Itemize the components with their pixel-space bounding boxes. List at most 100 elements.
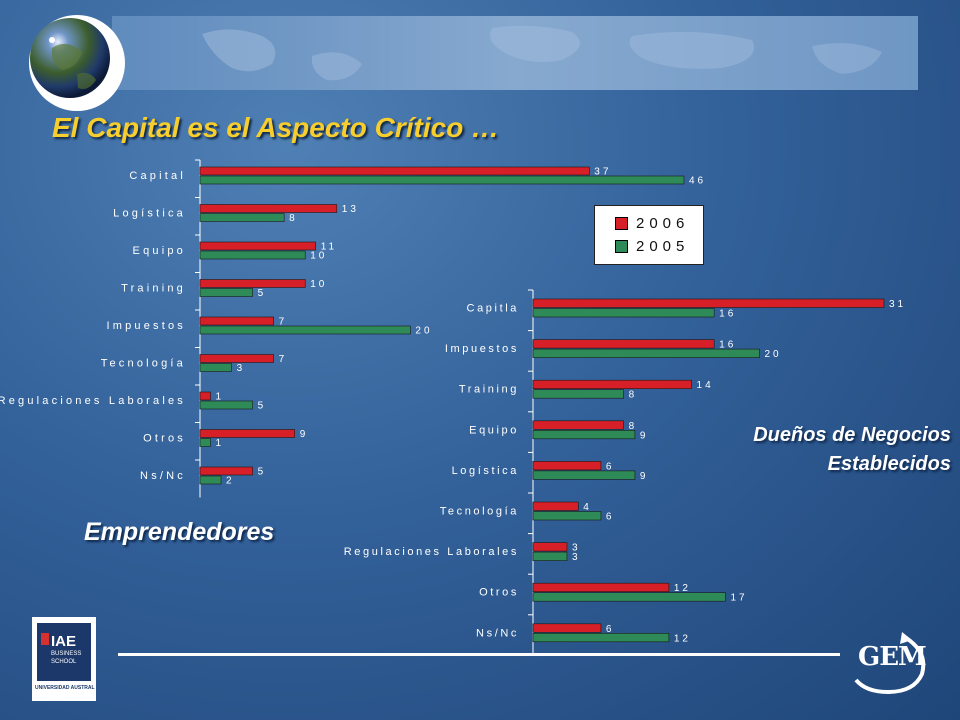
value-label-2006-otros: 12 — [674, 583, 691, 594]
category-label-impuestos: Impuestos — [106, 320, 186, 332]
bar-2006-impuestos — [199, 316, 274, 326]
legend-swatch-2006 — [615, 216, 628, 230]
category-label-ns-nc: Ns/Nc — [140, 470, 186, 482]
legend-label-2005: 2005 — [636, 237, 690, 255]
value-label-2005-ns-nc: 2 — [226, 476, 235, 487]
gem-arc-icon — [854, 632, 926, 694]
value-label-2006-training: 14 — [697, 380, 714, 391]
value-label-2006-impuestos: 16 — [719, 340, 736, 351]
category-label-otros: Otros — [479, 587, 519, 599]
iae-logo-panel: IAE BUSINESS SCHOOL — [37, 623, 91, 681]
bar-2005-training — [199, 288, 253, 297]
value-label-2006-logistica: 13 — [342, 204, 359, 215]
bar-2006-capitla — [532, 298, 885, 308]
category-label-training: Training — [459, 384, 519, 396]
value-label-2005-training: 5 — [258, 288, 267, 299]
bar-2006-equipo — [532, 420, 624, 430]
category-label-logistica: Logística — [113, 208, 186, 220]
value-label-2006-equipo: 11 — [321, 242, 337, 253]
value-label-2005-regulaciones-laborales: 5 — [258, 401, 267, 412]
bar-2006-capital — [199, 166, 590, 176]
bar-2006-tecnologia — [532, 501, 579, 511]
bar-2005-ns-nc — [199, 475, 222, 485]
value-label-2006-equipo: 8 — [629, 421, 638, 432]
world-map-banner — [112, 16, 918, 90]
logo-name: IAE — [51, 633, 77, 650]
bar-2006-equipo — [199, 241, 317, 251]
value-label-2006-regulaciones-laborales: 1 — [216, 392, 225, 403]
bar-2005-logistica — [532, 470, 636, 480]
legend-item-2006: 2006 — [615, 213, 689, 233]
value-label-2006-capitla: 31 — [889, 299, 906, 310]
category-label-equipo: Equipo — [469, 424, 519, 436]
gem-wordmark: GEM — [858, 642, 927, 672]
world-map-icon — [202, 25, 882, 81]
bar-2005-impuestos — [532, 348, 760, 358]
chart-legend: 2006 2005 — [594, 205, 704, 265]
value-label-2005-tecnologia: 6 — [606, 512, 615, 523]
value-label-2005-otros: 1 — [216, 438, 225, 449]
value-label-2005-otros: 17 — [730, 593, 747, 604]
bar-2005-ns-nc — [532, 632, 670, 643]
bar-2006-tecnologia — [199, 354, 274, 363]
value-label-2005-ns-nc: 12 — [674, 633, 691, 644]
category-label-capitla: Capitla — [467, 303, 519, 315]
logo-university: UNIVERSIDAD AUSTRAL — [35, 685, 95, 691]
category-label-ns-nc: Ns/Nc — [476, 627, 519, 639]
bar-2005-impuestos — [199, 325, 411, 335]
value-label-2006-ns-nc: 5 — [258, 467, 267, 478]
value-label-2005-capital: 46 — [689, 176, 706, 187]
bar-2005-capital — [199, 175, 685, 185]
value-label-2005-tecnologia: 3 — [237, 363, 246, 374]
value-label-2005-impuestos: 20 — [415, 326, 432, 337]
value-label-2006-training: 10 — [310, 279, 327, 290]
logo-line2: SCHOOL — [51, 659, 77, 665]
bar-2005-training — [532, 389, 624, 399]
bar-2005-regulaciones-laborales — [199, 400, 253, 410]
value-label-2006-logistica: 6 — [606, 461, 615, 472]
category-label-regulaciones-laborales: Regulaciones Laborales — [344, 546, 519, 558]
gem-logo: GEM — [846, 630, 930, 694]
label-duenos-line2: Establecidos — [827, 453, 951, 475]
category-label-logistica: Logística — [452, 465, 519, 477]
category-label-regulaciones-laborales: Regulaciones Laborales — [0, 395, 186, 407]
bar-2005-otros — [199, 438, 211, 447]
category-label-training: Training — [121, 283, 186, 295]
bar-2006-logistica — [532, 461, 602, 471]
bar-2006-impuestos — [532, 339, 715, 349]
category-label-tecnologia: Tecnología — [440, 506, 519, 518]
value-label-2005-training: 8 — [629, 390, 638, 401]
value-label-2006-tecnologia: 7 — [279, 354, 288, 365]
footer-divider — [118, 653, 840, 656]
value-label-2005-equipo: 10 — [310, 251, 327, 262]
bar-2005-otros — [532, 592, 726, 602]
value-label-2005-impuestos: 20 — [764, 349, 781, 360]
value-label-2005-logistica: 9 — [640, 471, 649, 482]
bar-2006-regulaciones-laborales — [199, 391, 211, 401]
bar-2006-training — [532, 379, 692, 390]
bar-2005-tecnologia — [532, 511, 602, 521]
iae-logo: IAE BUSINESS SCHOOL UNIVERSIDAD AUSTRAL — [32, 617, 96, 701]
legend-item-2005: 2005 — [615, 236, 689, 256]
legend-label-2006: 2006 — [636, 214, 690, 232]
value-label-2005-logistica: 8 — [289, 213, 298, 224]
bar-2005-equipo — [532, 429, 636, 440]
value-label-2006-impuestos: 7 — [279, 317, 288, 328]
bar-2006-ns-nc — [532, 623, 602, 633]
legend-swatch-2005 — [615, 239, 628, 253]
value-label-2005-capitla: 16 — [719, 309, 736, 320]
bar-2006-training — [199, 279, 306, 288]
value-label-2006-tecnologia: 4 — [583, 502, 592, 513]
label-emprendedores: Emprendedores — [84, 518, 275, 546]
bar-2005-logistica — [199, 213, 285, 222]
category-label-capital: Capital — [129, 170, 186, 182]
logo-line1: BUSINESS — [51, 651, 82, 657]
category-label-tecnologia: Tecnología — [101, 358, 186, 370]
bar-2006-logistica — [199, 204, 338, 213]
bar-2006-otros — [532, 582, 670, 593]
slide-title: El Capital es el Aspecto Crítico … — [52, 112, 500, 143]
bar-2005-tecnologia — [199, 363, 232, 372]
bar-2005-equipo — [199, 250, 306, 260]
